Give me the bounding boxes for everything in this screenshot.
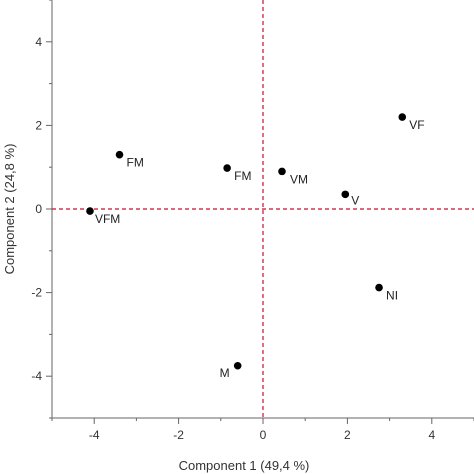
data-label-ni: NI bbox=[386, 289, 398, 303]
x-axis-title: Component 1 (49,4 %) bbox=[179, 458, 310, 473]
x-tick-label: 0 bbox=[260, 428, 267, 442]
x-axis: -4 -2 0 2 4 bbox=[51, 418, 474, 442]
data-point-v bbox=[341, 190, 350, 199]
data-point-fm bbox=[115, 150, 124, 159]
y-tick-label: 0 bbox=[35, 202, 42, 216]
y-tick-label: -2 bbox=[31, 286, 42, 300]
x-tick-label: 4 bbox=[428, 428, 435, 442]
x-tick-label: -2 bbox=[173, 428, 184, 442]
reference-lines bbox=[52, 0, 474, 418]
y-axis: -4 -2 0 2 4 bbox=[31, 0, 52, 419]
y-tick-label: 4 bbox=[35, 35, 42, 49]
data-label-vm: VM bbox=[290, 172, 308, 186]
data-point-m bbox=[233, 361, 242, 370]
data-points: VFM FM FM VM V VF NI M bbox=[86, 113, 425, 380]
data-point-ni bbox=[375, 283, 383, 292]
y-tick-label: -4 bbox=[31, 369, 42, 383]
data-label-v: V bbox=[351, 193, 359, 207]
data-point-fm bbox=[223, 164, 231, 172]
y-tick-label: 2 bbox=[35, 118, 42, 132]
data-label-vfm: VFM bbox=[95, 212, 120, 226]
data-label-fm: FM bbox=[127, 156, 144, 170]
data-label-fm: FM bbox=[234, 169, 251, 183]
data-label-vf: VF bbox=[409, 118, 424, 132]
data-label-m: M bbox=[220, 366, 230, 380]
data-point-vfm bbox=[86, 207, 94, 215]
x-tick-label: -4 bbox=[89, 428, 100, 442]
data-point-vf bbox=[398, 113, 407, 121]
data-point-vm bbox=[278, 167, 286, 176]
y-axis-title: Component 2 (24,8 %) bbox=[2, 144, 17, 275]
x-tick-label: 2 bbox=[344, 428, 351, 442]
